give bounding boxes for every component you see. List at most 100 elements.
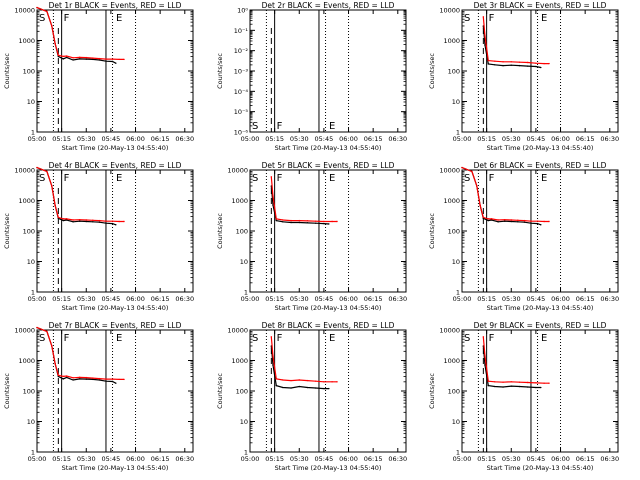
y-tick-label: 10⁻³ — [234, 68, 249, 76]
data-point-events — [540, 224, 542, 226]
data-point-lld — [65, 218, 68, 220]
data-point-lld — [123, 58, 125, 61]
data-point-events — [72, 59, 74, 61]
x-axis-label: Start Time (20-May-13 04:55:40) — [275, 304, 382, 312]
data-point-events — [523, 221, 526, 223]
data-point-events — [62, 378, 64, 380]
x-tick-label: 06:30 — [600, 455, 619, 463]
data-point-events — [502, 64, 504, 67]
x-tick-label: 05:45 — [527, 295, 546, 303]
data-point-lld — [85, 56, 87, 59]
data-point-events — [328, 223, 330, 225]
data-point-lld — [282, 379, 284, 381]
x-tick-label: 05:45 — [315, 455, 334, 463]
y-axis-label: Counts/sec — [428, 53, 436, 89]
data-point-lld — [517, 219, 519, 221]
y-tick-label: 100 — [236, 228, 248, 236]
chart-panel-7: Det 7r BLACK = Events, RED = LLD S F E 05:00… — [3, 321, 194, 472]
x-tick-label: 05:45 — [102, 135, 121, 143]
marker-flag-F: F — [64, 173, 70, 184]
data-point-events — [78, 378, 81, 380]
data-point-lld — [85, 219, 87, 221]
data-point-events — [78, 220, 81, 222]
data-point-lld — [494, 60, 496, 62]
data-point-events — [306, 386, 309, 389]
data-point-lld — [497, 219, 499, 221]
data-point-lld — [535, 382, 537, 384]
data-point-events — [536, 222, 539, 225]
data-point-lld — [510, 219, 512, 221]
data-point-events — [323, 222, 325, 225]
data-point-lld — [72, 377, 74, 379]
x-axis-label: Start Time (20-May-13 04:55:40) — [275, 144, 382, 152]
y-axis-label: Counts/sec — [216, 53, 224, 89]
data-point-lld — [118, 58, 120, 61]
y-tick-label: 1000 — [443, 37, 460, 45]
data-point-lld — [282, 219, 284, 221]
x-tick-label: 06:30 — [175, 135, 194, 143]
x-axis-label: Start Time (20-May-13 04:55:40) — [487, 464, 594, 472]
data-point-lld — [65, 55, 68, 57]
x-tick-label: 06:00 — [126, 455, 145, 463]
data-point-lld — [290, 379, 292, 382]
data-point-lld — [502, 61, 504, 63]
data-point-lld — [111, 378, 114, 380]
data-point-events — [535, 65, 537, 68]
y-tick-label: 10⁻⁴ — [234, 88, 249, 96]
x-tick-label: 06:30 — [175, 295, 194, 303]
x-tick-label: 06:00 — [551, 295, 570, 303]
data-point-events — [494, 385, 496, 388]
x-tick-label: 06:00 — [126, 295, 145, 303]
x-tick-label: 06:00 — [126, 135, 145, 143]
x-tick-label: 05:00 — [241, 295, 260, 303]
y-tick-label: 100 — [448, 68, 460, 76]
y-tick-label: 10⁻² — [234, 47, 249, 55]
y-tick-label: 10 — [452, 98, 460, 106]
data-point-lld — [471, 170, 473, 173]
data-point-events — [314, 222, 317, 224]
y-tick-label: 100 — [23, 228, 35, 236]
y-tick-label: 100 — [23, 68, 35, 76]
data-point-lld — [46, 330, 48, 333]
marker-flag-F: F — [64, 13, 70, 24]
plot-frame — [36, 329, 194, 453]
data-point-lld — [65, 375, 68, 377]
data-point-events — [275, 219, 277, 222]
data-point-lld — [118, 220, 120, 223]
x-tick-label: 05:00 — [28, 455, 47, 463]
x-tick-label: 05:00 — [453, 135, 472, 143]
x-tick-label: 06:15 — [151, 455, 170, 463]
marker-flag-E: E — [116, 333, 122, 344]
y-axis-label: Counts/sec — [3, 213, 11, 249]
x-axis-label: Start Time (20-May-13 04:55:40) — [62, 304, 169, 312]
plot-frame — [461, 169, 619, 293]
marker-flag-S: S — [39, 173, 45, 184]
y-tick-label: 10000 — [227, 167, 248, 175]
x-tick-label: 05:30 — [502, 455, 521, 463]
y-tick-label: 1000 — [231, 357, 248, 365]
y-tick-label: 10000 — [14, 167, 35, 175]
x-tick-label: 05:00 — [28, 295, 47, 303]
data-point-lld — [78, 218, 81, 221]
data-point-events — [526, 65, 529, 67]
data-point-lld — [54, 42, 56, 45]
data-point-events — [494, 64, 496, 66]
y-tick-label: 1 — [31, 129, 35, 137]
x-tick-label: 05:30 — [77, 455, 96, 463]
marker-flag-S: S — [39, 333, 45, 344]
chart-panel-4: Det 4r BLACK = Events, RED = LLD S F E 05:00… — [3, 161, 194, 312]
x-tick-label: 05:15 — [265, 295, 284, 303]
marker-flag-F: F — [489, 333, 495, 344]
data-point-events — [306, 222, 309, 224]
series-line-lld — [461, 167, 549, 223]
data-point-events — [282, 221, 284, 223]
y-tick-label: 1 — [456, 289, 460, 297]
x-tick-label: 06:30 — [600, 295, 619, 303]
data-point-events — [502, 386, 504, 388]
x-tick-label: 06:00 — [339, 455, 358, 463]
x-tick-label: 05:15 — [477, 135, 496, 143]
data-point-lld — [46, 10, 48, 13]
x-tick-label: 05:30 — [290, 135, 309, 143]
data-point-lld — [270, 336, 273, 338]
y-axis-label: Counts/sec — [3, 373, 11, 409]
